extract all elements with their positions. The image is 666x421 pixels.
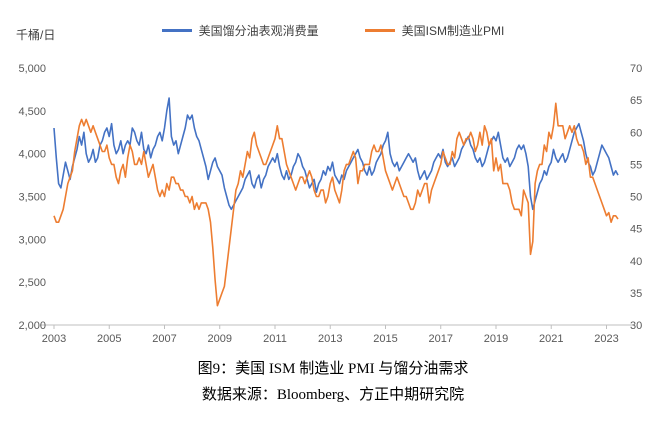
y-right-tick-label: 50 bbox=[630, 192, 642, 204]
x-axis-tick-label: 2009 bbox=[208, 333, 232, 345]
legend-item-distillate-consumption: 美国馏分油表观消费量 bbox=[161, 22, 319, 39]
series-line-distillate-consumption bbox=[53, 97, 619, 211]
y-axis-unit-label: 千桶/日 bbox=[16, 28, 56, 42]
figure-caption: 图9：美国 ISM 制造业 PMI 与馏分油需求 数据来源：Bloomberg、… bbox=[0, 356, 666, 409]
x-axis-tick-label: 2023 bbox=[594, 333, 618, 345]
x-axis-tick-label: 2021 bbox=[539, 333, 563, 345]
y-right-tick-label: 45 bbox=[630, 224, 642, 236]
y-right-tick-label: 60 bbox=[630, 127, 642, 139]
x-axis-tick-label: 2015 bbox=[373, 333, 397, 345]
x-axis-tick-label: 2011 bbox=[263, 333, 287, 345]
y-right-tick-label: 65 bbox=[630, 95, 642, 107]
y-left-tick-label: 4,000 bbox=[18, 149, 46, 161]
y-right-tick-label: 30 bbox=[630, 320, 642, 332]
y-left-tick-label: 4,500 bbox=[18, 106, 46, 118]
x-axis-tick-label: 2017 bbox=[429, 333, 453, 345]
x-axis-tick-label: 2003 bbox=[42, 333, 66, 345]
series-line-ism-pmi bbox=[53, 102, 619, 307]
chart-legend: 美国馏分油表观消费量 美国ISM制造业PMI bbox=[0, 22, 666, 39]
legend-label-distillate: 美国馏分油表观消费量 bbox=[198, 24, 319, 38]
y-right-tick-label: 35 bbox=[630, 288, 642, 300]
dual-axis-line-chart: 2,000 2,500 3,000 3,500 4,000 4,500 5,000 30 35 4… bbox=[18, 63, 642, 345]
y-right-tick-label: 40 bbox=[630, 256, 642, 268]
y-left-tick-label: 3,500 bbox=[18, 192, 46, 204]
legend-item-ism-pmi: 美国ISM制造业PMI bbox=[364, 22, 505, 39]
y-left-tick-label: 2,500 bbox=[18, 277, 46, 289]
x-axis-tick-label: 2013 bbox=[318, 333, 342, 345]
caption-title: 图9：美国 ISM 制造业 PMI 与馏分油需求 bbox=[197, 361, 469, 377]
x-axis-tick-label: 2005 bbox=[97, 333, 121, 345]
x-axis-tick-label: 2007 bbox=[152, 333, 176, 345]
legend-label-ism-pmi: 美国ISM制造业PMI bbox=[401, 24, 505, 38]
caption-source: 数据来源：Bloomberg、方正中期研究院 bbox=[201, 387, 465, 404]
y-right-tick-label: 55 bbox=[630, 159, 642, 171]
y-left-tick-label: 2,000 bbox=[18, 320, 46, 332]
legend-line-swatch-orange bbox=[364, 29, 395, 32]
legend-line-swatch-blue bbox=[161, 29, 192, 32]
y-left-tick-label: 3,000 bbox=[18, 234, 46, 246]
y-left-tick-label: 5,000 bbox=[18, 63, 46, 75]
x-axis-tick-label: 2019 bbox=[484, 333, 508, 345]
y-right-tick-label: 70 bbox=[630, 63, 642, 75]
